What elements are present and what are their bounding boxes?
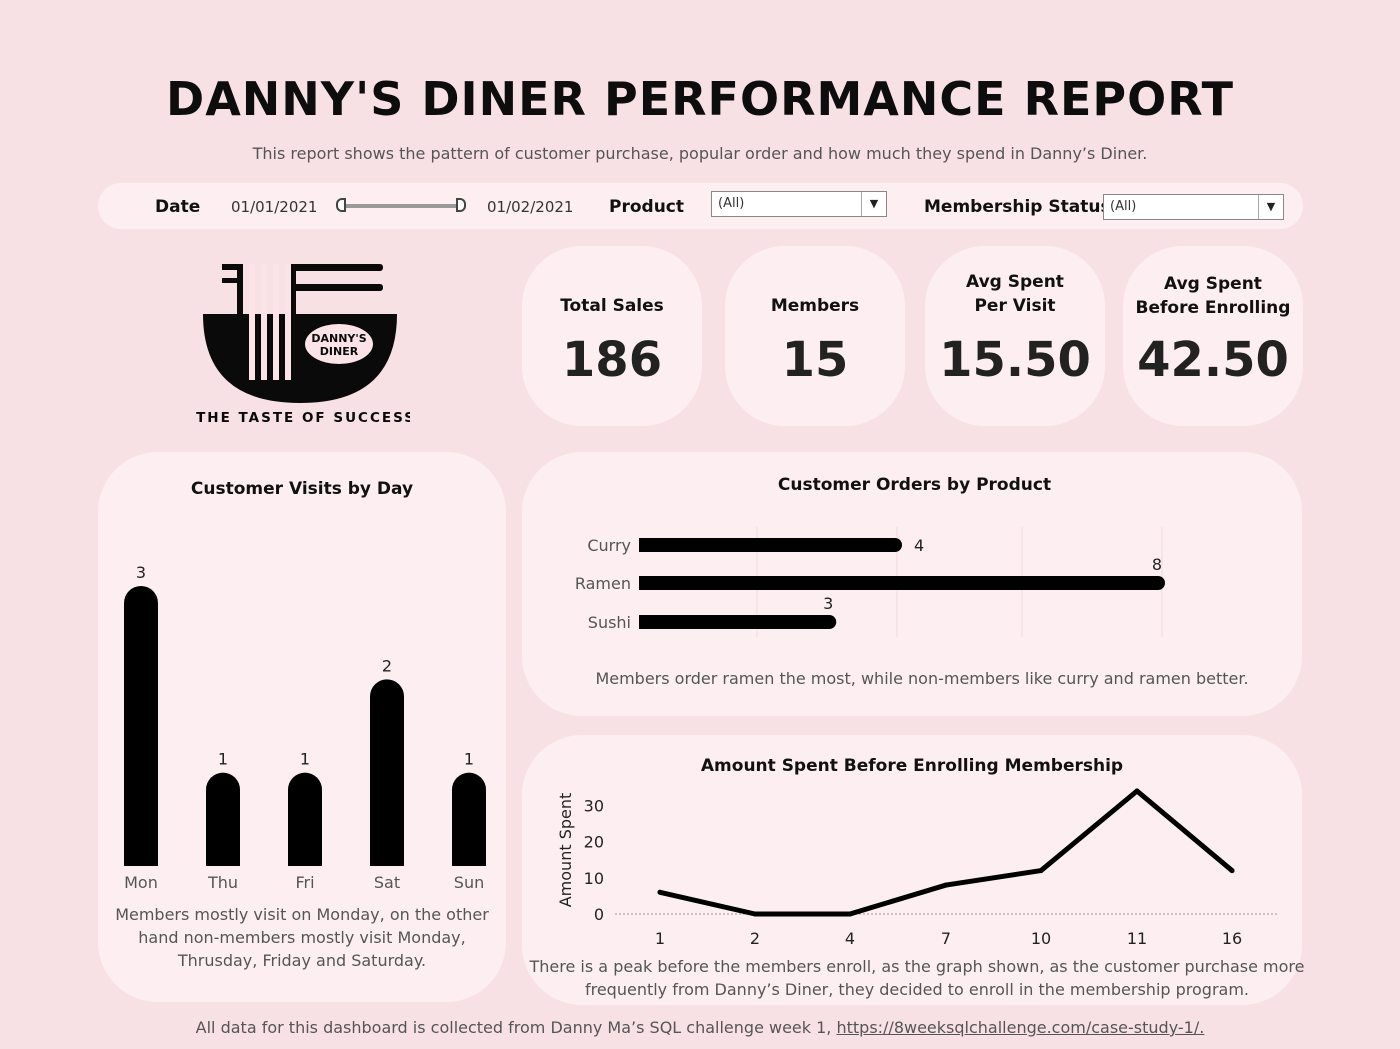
spent-x-tick: 1 — [655, 929, 665, 948]
kpi-value: 15.50 — [939, 332, 1091, 388]
orders-data-label: 3 — [823, 594, 833, 613]
orders-bar — [639, 576, 1165, 590]
spent-point — [657, 889, 663, 895]
product-filter-label: Product — [609, 197, 684, 217]
kpi-label-line2: Before Enrolling — [1135, 298, 1291, 318]
spent-y-tick: 0 — [594, 905, 604, 924]
visits-chart: 3 Mon 1 Thu 1 Fri 2 Sat 1 Sun — [124, 563, 486, 892]
report-title: DANNY'S DINER PERFORMANCE REPORT — [166, 72, 1234, 126]
date-filter-label: Date — [155, 197, 201, 217]
spent-point — [1038, 868, 1044, 874]
spent-y-tick: 30 — [584, 796, 604, 815]
visits-caption-line1: Members mostly visit on Monday, on the o… — [115, 905, 489, 924]
visits-chart-title: Customer Visits by Day — [190, 479, 414, 499]
spent-x-tick: 16 — [1222, 929, 1242, 948]
kpi-label: Avg Spent — [966, 272, 1064, 292]
kpi-members: Members 15 — [725, 246, 905, 426]
spent-x-tick: 7 — [941, 929, 951, 948]
visits-tick-label: Fri — [295, 873, 314, 892]
visits-bar — [452, 772, 486, 866]
orders-tick-label: Curry — [587, 536, 631, 555]
spent-point — [847, 911, 853, 917]
source-link[interactable]: https://8weeksqlchallenge.com/case-study… — [836, 1018, 1205, 1037]
orders-tick-label: Ramen — [575, 574, 631, 593]
product-dropdown[interactable]: (All) ▼ — [711, 191, 887, 217]
membership-filter-label: Membership Status — [924, 197, 1111, 217]
visits-tick-label: Mon — [124, 873, 158, 892]
orders-chart: Curry 4 Ramen 8 Sushi 3 — [575, 527, 1165, 637]
spent-point — [752, 911, 758, 917]
visits-tick-label: Thu — [207, 873, 238, 892]
visits-panel — [98, 452, 506, 1002]
logo-badge-line1: DANNY'S — [311, 332, 366, 345]
orders-chart-title: Customer Orders by Product — [777, 475, 1052, 495]
spent-caption-line1: There is a peak before the members enrol… — [529, 957, 1305, 976]
visits-data-label: 1 — [300, 750, 310, 769]
visits-data-label: 1 — [464, 750, 474, 769]
orders-bar — [639, 615, 837, 629]
spent-point — [1134, 788, 1140, 794]
chevron-down-icon[interactable]: ▼ — [1258, 195, 1283, 219]
spent-caption-line2: frequently from Danny’s Diner, they deci… — [584, 980, 1250, 999]
date-end-value: 01/02/2021 — [487, 198, 574, 216]
orders-tick-label: Sushi — [588, 613, 631, 632]
kpi-label: Total Sales — [560, 296, 664, 316]
logo-badge-line2: DINER — [320, 345, 359, 358]
visits-bar — [288, 772, 322, 866]
orders-bar — [639, 538, 902, 552]
date-range-slider[interactable] — [343, 204, 459, 208]
date-slider-start-handle[interactable] — [336, 198, 346, 212]
spent-chart-title: Amount Spent Before Enrolling Membership — [700, 756, 1124, 776]
logo-tagline: THE TASTE OF SUCCESS — [196, 410, 410, 426]
bowl-icon — [203, 314, 397, 403]
visits-bar — [124, 586, 158, 866]
report-subtitle: This report shows the pattern of custome… — [252, 144, 1148, 163]
spent-x-tick: 11 — [1127, 929, 1147, 948]
visits-caption-line2: hand non-members mostly visit Monday, — [138, 928, 466, 947]
visits-bar — [370, 679, 404, 866]
orders-data-label: 8 — [1152, 555, 1162, 574]
dannys-diner-logo: DANNY'S DINER THE TASTE OF SUCCESS — [196, 264, 410, 426]
kpi-avg-spent-before-enrolling: Avg Spent Before Enrolling 42.50 — [1123, 246, 1303, 426]
kpi-value: 186 — [561, 332, 663, 388]
kpi-label-line2: Per Visit — [974, 296, 1056, 316]
filter-bar — [98, 183, 1303, 229]
visits-caption: Members mostly visit on Monday, on the o… — [98, 903, 506, 972]
product-dropdown-value: (All) — [718, 196, 745, 211]
visits-tick-label: Sat — [374, 873, 400, 892]
footer: All data for this dashboard is collected… — [0, 1018, 1400, 1037]
visits-bar — [206, 772, 240, 866]
date-slider-end-handle[interactable] — [456, 198, 466, 212]
membership-dropdown[interactable]: (All) ▼ — [1103, 194, 1284, 220]
spent-x-tick: 4 — [845, 929, 855, 948]
kpi-total-sales: Total Sales 186 — [522, 246, 702, 426]
visits-tick-label: Sun — [454, 873, 484, 892]
visits-data-label: 2 — [382, 656, 392, 675]
visits-data-label: 3 — [136, 563, 146, 582]
kpi-avg-spent-per-visit: Avg Spent Per Visit 15.50 — [925, 246, 1105, 426]
spent-x-tick: 10 — [1031, 929, 1051, 948]
spent-y-tick: 10 — [584, 869, 604, 888]
orders-caption: Members order ramen the most, while non-… — [595, 669, 1249, 688]
date-start-value: 01/01/2021 — [231, 198, 318, 216]
spent-point — [943, 882, 949, 888]
orders-data-label: 4 — [914, 536, 924, 555]
footer-text: All data for this dashboard is collected… — [195, 1018, 837, 1037]
spent-chart: 0 10 20 30 Amount Spent 1 2 4 7 10 11 16 — [556, 788, 1279, 948]
spent-line — [657, 788, 1235, 917]
kpi-value: 42.50 — [1137, 332, 1289, 388]
spent-caption: There is a peak before the members enrol… — [522, 955, 1312, 1001]
kpi-label: Avg Spent — [1164, 274, 1262, 294]
kpi-label: Members — [770, 296, 860, 316]
chevron-down-icon[interactable]: ▼ — [861, 192, 886, 216]
visits-caption-line3: Thrusday, Friday and Saturday. — [177, 951, 427, 970]
spent-y-tick: 20 — [584, 833, 604, 852]
visits-data-label: 1 — [218, 750, 228, 769]
spent-panel — [522, 735, 1302, 1005]
spent-point — [1229, 868, 1235, 874]
spent-y-axis-label: Amount Spent — [556, 793, 575, 908]
kpi-value: 15 — [781, 332, 849, 388]
membership-dropdown-value: (All) — [1110, 199, 1137, 214]
spent-x-tick: 2 — [750, 929, 760, 948]
